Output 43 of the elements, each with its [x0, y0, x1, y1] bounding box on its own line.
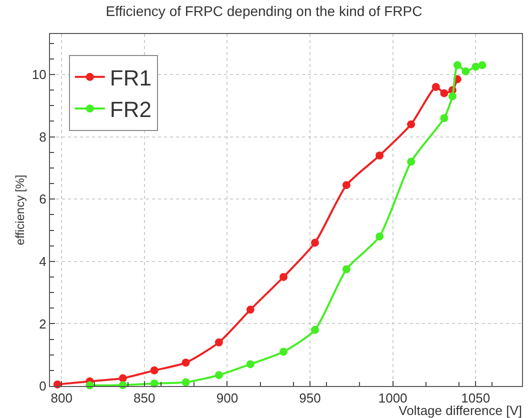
point	[280, 272, 288, 281]
y-tick-label: 4	[39, 254, 46, 269]
x-axis-title: Voltage difference [V]	[398, 403, 522, 418]
x-tick-label: 950	[299, 390, 321, 406]
point	[448, 92, 456, 100]
point	[342, 181, 350, 190]
point	[440, 114, 448, 122]
point	[376, 151, 384, 160]
point	[440, 89, 448, 98]
point	[118, 374, 127, 382]
y-tick-label: 0	[39, 378, 46, 394]
y-tick-label: 10	[32, 67, 46, 82]
point	[182, 378, 190, 386]
y-tick-label: 6	[39, 192, 46, 207]
point	[214, 371, 223, 380]
legend-label: FR1	[110, 66, 152, 90]
point	[182, 358, 190, 367]
x-tick-label: 850	[134, 390, 156, 406]
chart-title: Efficiency of FRPC depending on the kind of FRPC	[106, 3, 422, 20]
x-tick-label: 1050	[461, 390, 490, 406]
point	[310, 238, 319, 247]
point	[246, 360, 254, 368]
point	[342, 265, 350, 274]
point	[462, 67, 470, 76]
point	[376, 232, 384, 240]
point	[478, 61, 486, 70]
point	[432, 82, 440, 91]
x-tick-label: 900	[216, 390, 238, 406]
point	[246, 306, 254, 314]
y-tick-label: 8	[39, 129, 46, 144]
point	[453, 61, 462, 70]
x-tick-label: 800	[50, 390, 72, 406]
point	[407, 158, 416, 166]
point	[150, 366, 158, 374]
legend-label: FR2	[110, 97, 152, 122]
x-tick-label: 1000	[378, 390, 408, 406]
y-tick-label: 2	[39, 316, 46, 332]
y-axis-title: efficiency [%]	[13, 174, 28, 246]
point	[472, 62, 480, 71]
point	[280, 348, 288, 356]
point	[310, 326, 319, 334]
point	[407, 120, 416, 128]
point	[214, 338, 223, 346]
